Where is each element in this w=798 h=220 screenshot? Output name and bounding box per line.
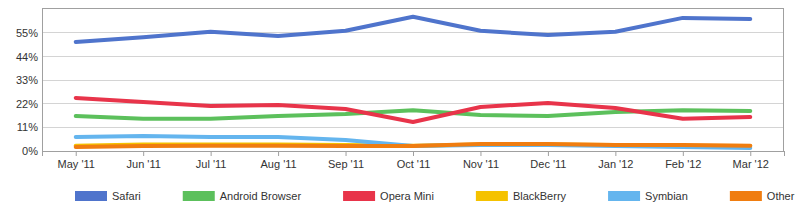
legend-swatch xyxy=(476,191,508,201)
legend-label: Symbian xyxy=(645,190,688,202)
legend-item: Android Browser xyxy=(183,190,302,202)
legend-label: Opera Mini xyxy=(380,190,434,202)
legend-label: Other xyxy=(767,190,795,202)
legend-item: BlackBerry xyxy=(476,190,567,202)
x-tick: Sep '11 xyxy=(328,151,364,170)
x-tick-label: Feb '12 xyxy=(665,158,701,170)
y-tick: 55% xyxy=(16,27,42,39)
legend-swatch xyxy=(183,191,215,201)
x-tick-label: Dec '11 xyxy=(530,158,566,170)
y-tick: 0% xyxy=(22,145,42,157)
x-tick: Dec '11 xyxy=(530,151,566,170)
legend-swatch xyxy=(343,191,375,201)
series-line xyxy=(76,17,751,42)
series-line xyxy=(76,136,751,148)
x-axis: May '11 Jun '11 Jul '11 Aug '11 Sep '11 Oct '… xyxy=(43,151,785,170)
y-axis: 0% 11% 22% 33% 44% 55% xyxy=(16,9,43,158)
x-tick: Aug '11 xyxy=(261,151,297,170)
x-tick: Jun '11 xyxy=(127,151,161,170)
grid-line xyxy=(42,127,784,128)
y-tick-label: 0% xyxy=(22,145,38,157)
x-tick-label: Jan '12 xyxy=(598,158,633,170)
series-line xyxy=(76,144,751,147)
grid-line xyxy=(42,32,784,33)
series-line xyxy=(76,98,751,122)
y-tick: 11% xyxy=(17,121,42,133)
y-tick: 22% xyxy=(16,98,42,110)
grid-line xyxy=(42,80,784,81)
legend-swatch xyxy=(608,191,640,201)
legend-label: Safari xyxy=(112,190,141,202)
x-tick: Feb '12 xyxy=(665,151,701,170)
series-line xyxy=(76,145,751,147)
legend-label: Android Browser xyxy=(220,190,302,202)
x-tick: Nov '11 xyxy=(463,151,499,170)
y-tick: 33% xyxy=(16,74,42,86)
x-tick-label: Nov '11 xyxy=(463,158,499,170)
x-tick: Oct '11 xyxy=(397,151,431,170)
x-tick: May '11 xyxy=(58,151,95,170)
legend-swatch xyxy=(75,191,107,201)
x-axis-line xyxy=(43,152,785,157)
chart: 0% 11% 22% 33% 44% 55% May '11 Jun '11 Jul '11 Au… xyxy=(0,0,798,220)
legend-item: Symbian xyxy=(608,190,688,202)
y-tick-label: 11% xyxy=(17,121,38,133)
x-tick: Jan '12 xyxy=(598,151,633,170)
x-tick-label: Jul '11 xyxy=(196,158,227,170)
legend-swatch xyxy=(730,191,762,201)
legend-label: BlackBerry xyxy=(513,190,567,202)
legend-item: Safari xyxy=(75,190,141,202)
legend: Safari Android Browser Opera Mini BlackBerr… xyxy=(75,190,795,202)
grid-line xyxy=(42,56,784,57)
x-tick-label: Aug '11 xyxy=(261,158,297,170)
x-tick-label: May '11 xyxy=(58,158,95,170)
x-tick-label: Jun '11 xyxy=(127,158,161,170)
y-tick-label: 44% xyxy=(16,51,38,63)
y-tick-label: 33% xyxy=(16,74,38,86)
x-tick-label: Oct '11 xyxy=(397,158,431,170)
x-tick: Jul '11 xyxy=(196,151,227,170)
lines xyxy=(76,17,751,148)
plot-frame xyxy=(43,9,784,152)
x-tick-label: Sep '11 xyxy=(328,158,364,170)
legend-item: Opera Mini xyxy=(343,190,434,202)
grid xyxy=(42,33,784,151)
y-tick-label: 22% xyxy=(16,98,38,110)
legend-item: Other xyxy=(730,190,795,202)
y-tick: 44% xyxy=(16,51,42,63)
x-tick: Mar '12 xyxy=(733,151,769,170)
x-tick-label: Mar '12 xyxy=(733,158,769,170)
y-tick-label: 55% xyxy=(16,27,38,39)
